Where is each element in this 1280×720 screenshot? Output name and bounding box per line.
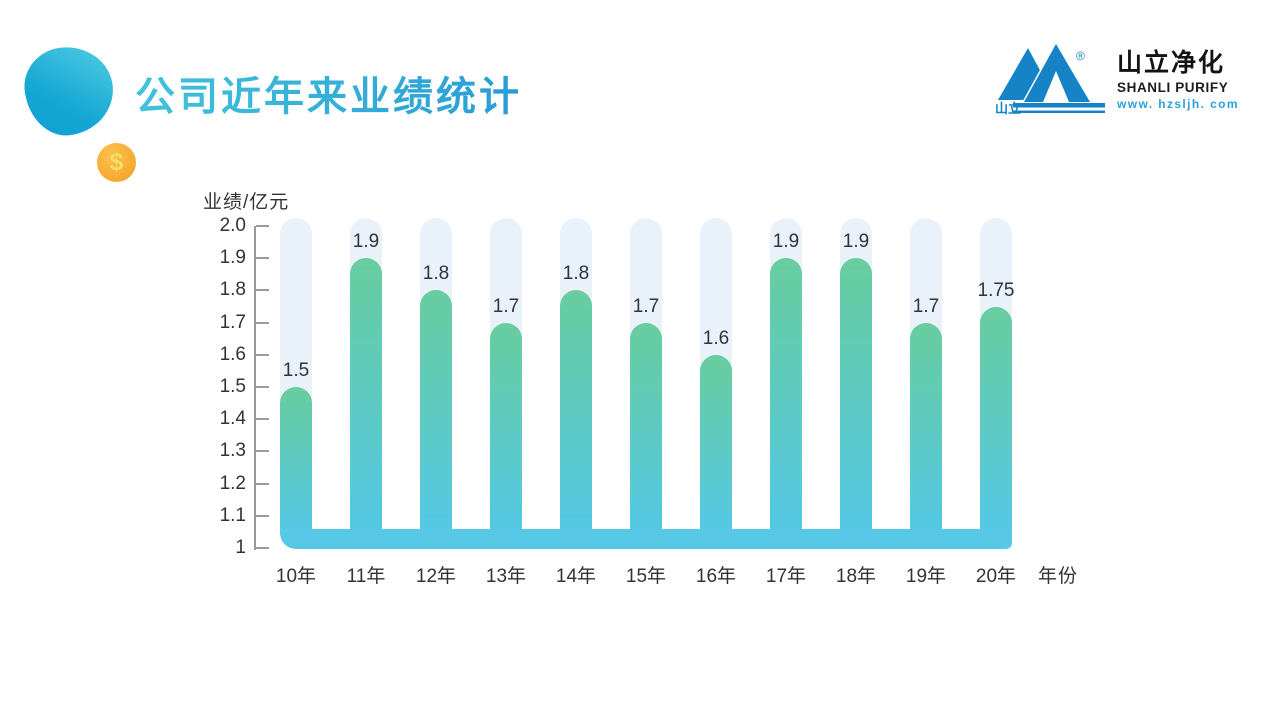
bar-17年 bbox=[770, 258, 802, 531]
y-tick-label: 1.1 bbox=[219, 504, 246, 526]
x-category-label: 12年 bbox=[415, 566, 457, 587]
y-tick bbox=[256, 321, 269, 324]
coin-icon: $ bbox=[97, 143, 136, 182]
x-category-label: 17年 bbox=[765, 566, 807, 587]
y-axis-line bbox=[254, 226, 256, 550]
bar-value-label: 1.5 bbox=[282, 360, 310, 381]
y-tick bbox=[256, 482, 269, 485]
bar-value-label: 1.8 bbox=[562, 263, 590, 285]
x-axis-title: 年份 bbox=[1038, 566, 1079, 587]
mountain-logo-icon: 山立 ® bbox=[995, 42, 1105, 116]
y-tick-label: 1.6 bbox=[219, 343, 246, 365]
y-tick bbox=[256, 514, 269, 517]
bar-value-label: 1.7 bbox=[912, 295, 940, 317]
bar-11年 bbox=[350, 258, 382, 531]
x-category-label: 16年 bbox=[695, 566, 737, 587]
bar-value-label: 1.9 bbox=[352, 231, 380, 253]
bar-20年 bbox=[980, 306, 1012, 531]
y-tick-label: 1.8 bbox=[219, 279, 246, 301]
bar-value-label: 1.75 bbox=[977, 279, 1015, 301]
bar-13年 bbox=[490, 322, 522, 531]
y-tick-label: 1.9 bbox=[219, 247, 246, 269]
bar-15年 bbox=[630, 322, 662, 531]
bar-10年 bbox=[280, 387, 312, 531]
x-category-label: 20年 bbox=[975, 566, 1017, 587]
baseline-band bbox=[280, 529, 1012, 549]
y-tick-label: 1.5 bbox=[219, 376, 246, 397]
x-category-label: 10年 bbox=[275, 566, 317, 587]
company-name-cn: 山立净化 bbox=[1117, 49, 1226, 77]
y-tick-label: 1.3 bbox=[219, 440, 246, 462]
y-tick-label: 1.4 bbox=[219, 408, 246, 430]
bar-18年 bbox=[840, 258, 872, 531]
y-tick bbox=[256, 353, 269, 356]
y-tick bbox=[256, 289, 269, 292]
logo-mark-text: 山立 bbox=[995, 101, 1021, 116]
x-category-label: 15年 bbox=[625, 566, 667, 587]
x-category-label: 14年 bbox=[555, 566, 597, 587]
company-website: www. hzsljh. com bbox=[1117, 96, 1239, 111]
y-tick bbox=[256, 257, 269, 260]
logo-text-block: 山立净化 SHANLI PURIFY www. hzsljh. com bbox=[1117, 49, 1239, 111]
bar-19年 bbox=[910, 322, 942, 531]
y-tick bbox=[256, 418, 269, 421]
bar-12年 bbox=[420, 290, 452, 531]
registered-mark: ® bbox=[1076, 49, 1085, 63]
company-name-en: SHANLI PURIFY bbox=[1117, 79, 1229, 95]
dollar-symbol: $ bbox=[109, 148, 124, 176]
bar-value-label: 1.7 bbox=[632, 295, 660, 317]
bar-value-label: 1.7 bbox=[492, 295, 520, 317]
x-category-label: 11年 bbox=[346, 566, 386, 587]
y-tick bbox=[256, 225, 269, 227]
bar-value-label: 1.6 bbox=[702, 327, 730, 349]
company-logo: 山立 ® 山立净化 SHANLI PURIFY www. hzsljh. com bbox=[995, 42, 1255, 122]
y-tick bbox=[256, 450, 269, 453]
y-tick bbox=[256, 386, 269, 388]
y-tick-label: 1.2 bbox=[219, 472, 246, 494]
bar-16年 bbox=[700, 354, 732, 531]
y-tick-label: 1.7 bbox=[219, 311, 246, 333]
x-category-label: 19年 bbox=[905, 566, 947, 587]
x-category-label: 13年 bbox=[485, 566, 527, 587]
bar-value-label: 1.9 bbox=[842, 231, 870, 253]
page-title: 公司近年来业绩统计 bbox=[135, 64, 522, 122]
x-category-label: 18年 bbox=[835, 566, 877, 587]
y-tick bbox=[256, 547, 269, 549]
bar-value-label: 1.8 bbox=[422, 263, 450, 285]
y-tick-label: 2.0 bbox=[219, 215, 246, 236]
y-tick-label: 1 bbox=[235, 537, 246, 558]
bar-14年 bbox=[560, 290, 592, 531]
y-axis-title: 业绩/亿元 bbox=[203, 192, 290, 213]
bar-value-label: 1.9 bbox=[772, 231, 800, 253]
